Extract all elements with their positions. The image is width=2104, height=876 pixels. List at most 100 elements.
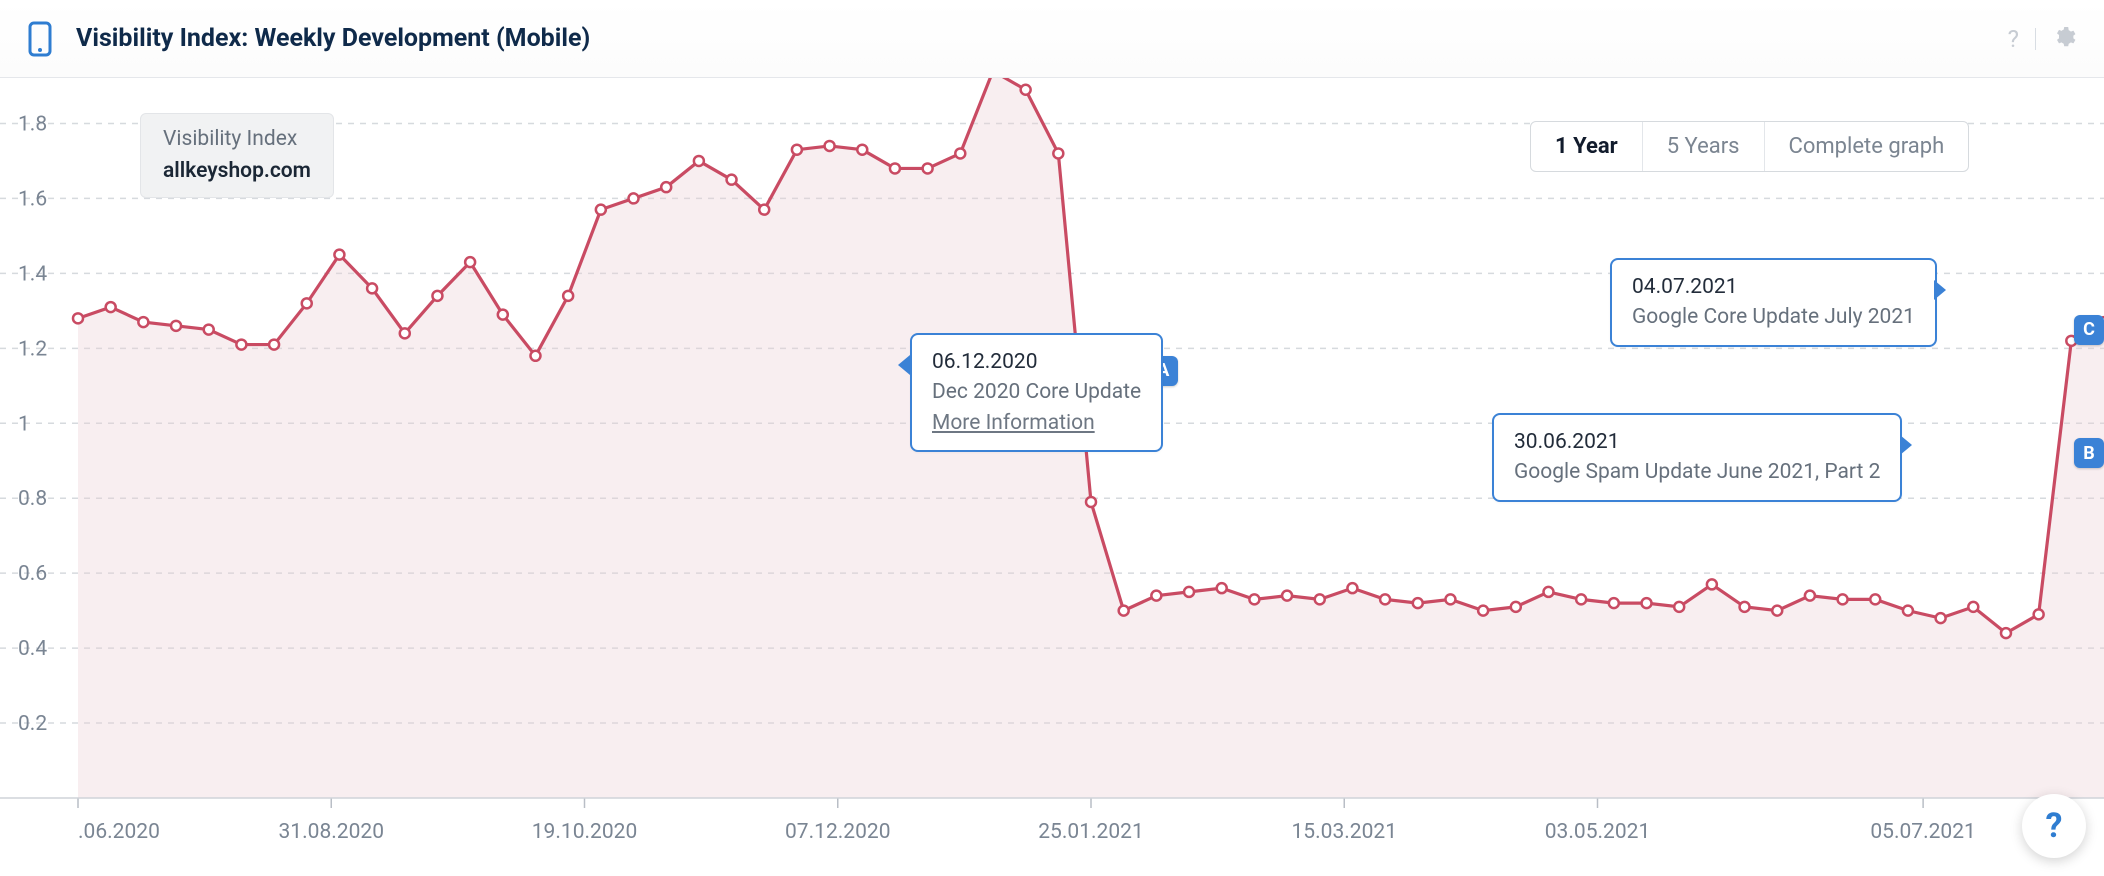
data-point[interactable] [302, 298, 312, 308]
y-tick-label: 0.6 [18, 562, 47, 586]
data-point[interactable] [2001, 628, 2011, 638]
mobile-icon [28, 21, 52, 57]
data-point[interactable] [498, 310, 508, 320]
data-point[interactable] [465, 257, 475, 267]
help-fab-label: ? [2046, 806, 2063, 846]
data-point[interactable] [1838, 594, 1848, 604]
x-tick-label: 07.12.2020 [785, 820, 891, 844]
data-point[interactable] [2034, 609, 2044, 619]
gear-icon[interactable] [2052, 25, 2076, 53]
annotation-more-link[interactable]: More Information [932, 408, 1095, 438]
data-point[interactable] [1511, 602, 1521, 612]
data-point[interactable] [1445, 594, 1455, 604]
data-point[interactable] [1576, 594, 1586, 604]
data-point[interactable] [1936, 613, 1946, 623]
data-point[interactable] [1217, 583, 1227, 593]
data-point[interactable] [1968, 602, 1978, 612]
data-point[interactable] [1086, 497, 1096, 507]
data-point[interactable] [1380, 594, 1390, 604]
range-tab-1-year[interactable]: 1 Year [1531, 122, 1642, 171]
annotation-date: 06.12.2020 [932, 347, 1141, 377]
data-point[interactable] [1740, 602, 1750, 612]
annotation-tail [1934, 280, 1946, 300]
data-point[interactable] [825, 141, 835, 151]
data-point[interactable] [694, 156, 704, 166]
range-tabs: 1 Year5 YearsComplete graph [1530, 121, 1969, 172]
data-point[interactable] [1903, 606, 1913, 616]
data-point[interactable] [1543, 587, 1553, 597]
x-tick-label: 05.07.2021 [1870, 820, 1976, 844]
data-point[interactable] [106, 302, 116, 312]
range-tab-5-years[interactable]: 5 Years [1642, 122, 1764, 171]
annotation-marker-c[interactable]: C [2074, 315, 2104, 345]
data-point[interactable] [73, 313, 83, 323]
data-point[interactable] [727, 175, 737, 185]
data-point[interactable] [1609, 598, 1619, 608]
data-point[interactable] [1249, 594, 1259, 604]
x-tick-label: 19.10.2020 [532, 820, 638, 844]
data-point[interactable] [890, 163, 900, 173]
data-point[interactable] [367, 283, 377, 293]
data-point[interactable] [334, 250, 344, 260]
data-point[interactable] [955, 148, 965, 158]
y-tick-label: 1.4 [18, 262, 47, 286]
data-point[interactable] [236, 340, 246, 350]
divider [2035, 28, 2036, 50]
data-point[interactable] [269, 340, 279, 350]
data-point[interactable] [759, 205, 769, 215]
chart-container: 0.20.40.60.811.21.41.61.8.06.202031.08.2… [0, 78, 2104, 876]
data-point[interactable] [1707, 579, 1717, 589]
annotation-tail [898, 355, 910, 375]
data-point[interactable] [857, 145, 867, 155]
data-point[interactable] [1870, 594, 1880, 604]
data-point[interactable] [1053, 148, 1063, 158]
y-tick-label: 1.6 [18, 187, 47, 211]
data-point[interactable] [1184, 587, 1194, 597]
data-point[interactable] [1772, 606, 1782, 616]
x-tick-label: 03.05.2021 [1545, 820, 1651, 844]
y-tick-label: 1.2 [18, 337, 47, 361]
data-point[interactable] [1413, 598, 1423, 608]
annotation-text: Google Spam Update June 2021, Part 2 [1514, 457, 1880, 487]
data-point[interactable] [563, 291, 573, 301]
data-point[interactable] [1119, 606, 1129, 616]
data-point[interactable] [923, 163, 933, 173]
y-tick-label: 1 [18, 412, 30, 436]
legend-metric-label: Visibility Index [163, 124, 311, 156]
x-tick-label: 31.08.2020 [279, 820, 385, 844]
data-point[interactable] [629, 193, 639, 203]
data-point[interactable] [530, 351, 540, 361]
data-point[interactable] [1478, 606, 1488, 616]
annotation-box-b: 30.06.2021Google Spam Update June 2021, … [1492, 413, 1902, 502]
data-point[interactable] [171, 321, 181, 331]
data-point[interactable] [1315, 594, 1325, 604]
data-point[interactable] [1151, 591, 1161, 601]
help-fab[interactable]: ? [2022, 794, 2086, 858]
data-point[interactable] [138, 317, 148, 327]
annotation-marker-b[interactable]: B [2074, 438, 2104, 468]
data-point[interactable] [400, 328, 410, 338]
legend-domain: allkeyshop.com [163, 156, 311, 188]
data-point[interactable] [596, 205, 606, 215]
data-point[interactable] [1347, 583, 1357, 593]
annotation-box-c: 04.07.2021Google Core Update July 2021 [1610, 258, 1937, 347]
panel-header: Visibility Index: Weekly Development (Mo… [0, 0, 2104, 78]
y-tick-label: 1.8 [18, 112, 47, 136]
range-tab-complete-graph[interactable]: Complete graph [1764, 122, 1969, 171]
x-tick-label: .06.2020 [78, 820, 160, 844]
y-tick-label: 0.4 [18, 637, 47, 661]
data-point[interactable] [1642, 598, 1652, 608]
annotation-date: 04.07.2021 [1632, 272, 1915, 302]
data-point[interactable] [1674, 602, 1684, 612]
data-point[interactable] [204, 325, 214, 335]
data-point[interactable] [1021, 85, 1031, 95]
data-point[interactable] [1805, 591, 1815, 601]
data-point[interactable] [661, 182, 671, 192]
data-point[interactable] [432, 291, 442, 301]
data-point[interactable] [1282, 591, 1292, 601]
data-point[interactable] [792, 145, 802, 155]
panel-title: Visibility Index: Weekly Development (Mo… [76, 24, 590, 53]
annotation-box-a: 06.12.2020Dec 2020 Core UpdateMore Infor… [910, 333, 1163, 452]
help-icon[interactable]: ? [2008, 25, 2019, 53]
legend: Visibility Index allkeyshop.com [140, 113, 334, 198]
